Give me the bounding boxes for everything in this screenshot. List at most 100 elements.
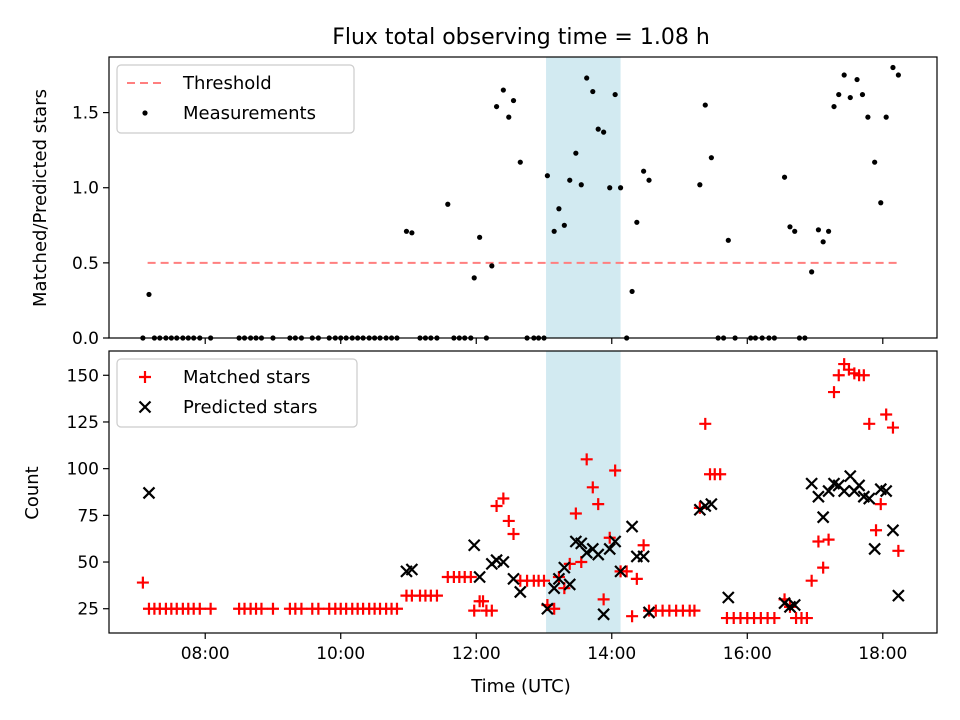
measurement-point (584, 75, 590, 81)
predicted-star-point (862, 492, 876, 505)
observing-window-band (546, 57, 621, 338)
matched-star-point (390, 602, 403, 615)
chart-title: Flux total observing time = 1.08 h (332, 25, 710, 50)
plot-frame (108, 56, 938, 339)
measurement-point (725, 237, 731, 243)
measurement-point (820, 239, 826, 245)
measurement-point (477, 234, 483, 240)
predicted-star-point (837, 484, 851, 498)
measurement-point (544, 173, 550, 179)
y-tick-label: 125 (67, 413, 99, 433)
matched-star-point (464, 570, 477, 583)
predicted-star-point (608, 535, 622, 548)
predicted-star-point (541, 602, 554, 615)
matched-star-point (193, 602, 206, 615)
measurement-point (825, 228, 832, 234)
matched-star-point (699, 417, 712, 430)
matched-star-point (832, 369, 845, 382)
matched-star-point (620, 565, 633, 578)
matched-star-point (828, 386, 841, 399)
legend-predicted-swatch (138, 400, 152, 414)
measurement-point (895, 72, 901, 78)
measurement-point (854, 76, 860, 83)
matched-star-point (630, 572, 643, 585)
legend-box (116, 358, 358, 428)
measurement-point (629, 288, 635, 295)
predicted-star-point (625, 520, 639, 533)
matched-star-point (805, 574, 818, 587)
measurement-point (471, 275, 477, 281)
predicted-star-point (868, 542, 881, 556)
matched-star-point (538, 574, 551, 587)
predicted-star-point (405, 563, 419, 576)
matched-star-point (863, 417, 876, 430)
measurement-point (883, 114, 889, 120)
measurement-point (556, 206, 562, 212)
matched-star-point (497, 492, 510, 505)
measurement-point (561, 222, 567, 228)
predicted-star-point (467, 538, 481, 552)
measurement-point (646, 177, 652, 183)
matched-star-point (609, 464, 622, 477)
matched-star-point (800, 612, 813, 625)
matched-star-point (136, 576, 149, 589)
y-tick-label: 0.5 (72, 254, 99, 274)
matched-star-point (892, 544, 905, 557)
matched-star-point (477, 595, 490, 608)
matched-star-point (586, 481, 599, 494)
measurement-point (878, 200, 884, 206)
x-tick-label: 12:00 (452, 644, 501, 664)
measurement-point (403, 228, 410, 234)
legend-measurements-swatch (142, 110, 148, 116)
x-tick-label: 18:00 (858, 644, 907, 664)
matched-star-point (490, 500, 503, 513)
plot-frame (108, 350, 938, 634)
legend-matched-swatch (139, 371, 151, 383)
x-tick-label: 08:00 (181, 644, 230, 664)
predicted-star-point (852, 479, 866, 492)
matched-star-point (295, 602, 308, 615)
measurement-point (617, 185, 624, 191)
y-tick-label: 25 (77, 600, 99, 620)
measurement-point (590, 88, 596, 95)
x-tick-label: 16:00 (723, 644, 772, 664)
measurement-point (612, 91, 618, 98)
legend-label: Threshold (182, 73, 272, 94)
x-tick-label: 10:00 (316, 644, 365, 664)
measurement-point (831, 103, 837, 110)
measurement-point (781, 174, 788, 180)
measurement-point (890, 64, 896, 71)
predicted-star-point (705, 497, 718, 511)
matched-star-point (603, 531, 616, 544)
predicted-star-point (805, 477, 818, 490)
measurement-point (551, 228, 557, 234)
measurement-point (859, 91, 866, 98)
observing-window-band (546, 351, 621, 633)
y-tick-label: 50 (77, 553, 99, 573)
measurement-point (865, 114, 871, 120)
y-tick-label: 1.0 (72, 179, 99, 199)
matched-star-point (569, 507, 582, 520)
predicted-star-point (473, 570, 486, 584)
measurement-point (567, 177, 573, 183)
x-tick-label: 14:00 (587, 644, 636, 664)
measurement-point (708, 155, 714, 161)
measurement-point (573, 150, 579, 156)
matched-star-point (485, 604, 498, 617)
legend-label: Predicted stars (183, 397, 317, 418)
measurement-point (847, 94, 853, 101)
matched-star-point (768, 612, 781, 625)
measurement-point (595, 126, 601, 132)
measurement-point (500, 87, 506, 93)
matched-star-point (430, 589, 443, 602)
measurement-point (445, 201, 451, 207)
legend-box (116, 64, 355, 134)
matched-star-point (822, 533, 835, 546)
matched-star-point (563, 557, 576, 570)
bottom-y-axis-label: Count (22, 466, 43, 519)
matched-star-point (592, 498, 605, 511)
measurement-point (787, 224, 793, 230)
measurement-point (601, 129, 607, 135)
legend-label: Measurements (183, 103, 316, 124)
